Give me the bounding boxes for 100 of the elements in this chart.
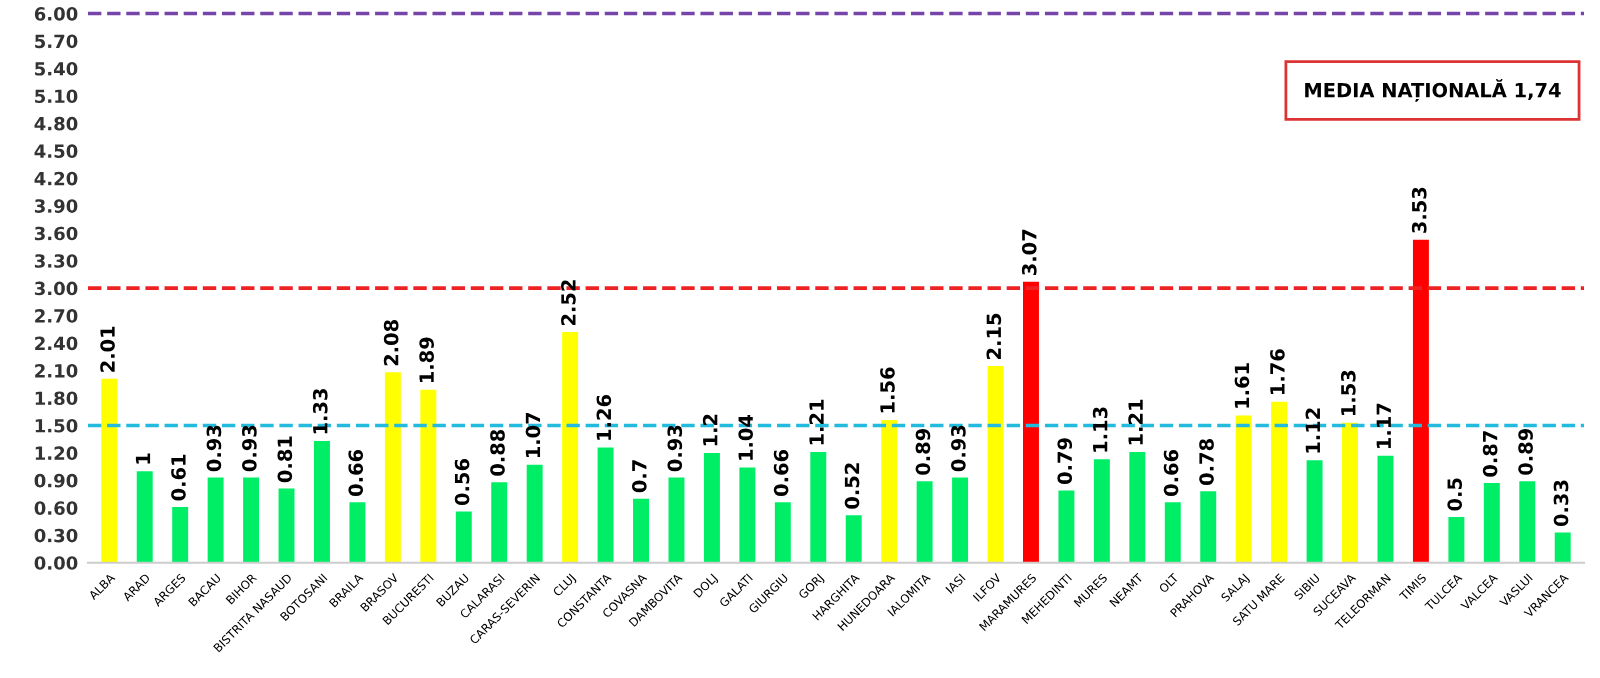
y-tick-label: 3.90 [34,199,78,213]
bar [1058,490,1075,563]
bar [916,481,933,563]
bar [1519,481,1536,563]
data-label: 1.13 [1092,407,1108,452]
bar [845,515,862,563]
annotation: MEDIA NAȚIONALĂ 1,74 [1305,79,1561,102]
data-label: 1.21 [809,399,824,445]
bar [881,419,898,563]
bar [774,502,791,563]
data-label: 0.93 [242,425,257,472]
bar [207,477,224,563]
y-tick-label: 5.10 [35,89,78,104]
y-tick-label: 5.70 [35,34,78,49]
bar [1093,459,1110,563]
bar [952,477,969,563]
bar [136,471,153,563]
y-tick-label: 6.00 [34,7,78,21]
data-label: 3.53 [1411,187,1427,233]
data-label: 2.08 [383,320,399,366]
bar [1271,401,1288,563]
data-label: 1.17 [1376,403,1391,448]
bar [703,452,720,563]
data-label: 1.56 [880,367,895,413]
bar [420,389,437,563]
data-label: 1.76 [1270,349,1285,394]
bar [633,498,649,563]
bar [172,506,189,563]
data-label: 0.79 [1057,438,1073,485]
bar [1448,516,1465,563]
y-tick-label: 1.50 [35,418,78,433]
data-label: 0.52 [844,463,860,509]
data-label: 0.33 [1553,480,1569,527]
bar [314,441,330,563]
data-label: 0.93 [951,425,966,472]
y-tick-label: 4.20 [34,171,78,186]
bar [1483,483,1500,563]
data-label: 0.89 [915,429,931,475]
bar [562,332,579,563]
bar [1164,502,1181,563]
bar [597,447,614,563]
y-tick-label: 3.60 [34,226,78,241]
bar [101,378,118,563]
bar [987,365,1004,563]
y-tick-label: 0.30 [34,528,78,543]
y-tick-label: 3.30 [34,254,78,268]
bar [384,372,401,563]
bar [1129,451,1146,563]
bar [1306,460,1323,563]
data-label: 1.2 [702,414,718,446]
y-tick-label: 2.40 [35,336,78,351]
y-tick-label: 1.80 [35,391,78,406]
bar [1342,422,1358,563]
data-label: 2.15 [986,313,1002,359]
data-label: 0.5 [1447,478,1463,511]
data-label: 0.89 [1518,429,1533,475]
y-tick-label: 1.20 [35,446,78,461]
data-label: 0.7 [631,460,647,493]
y-tick-label: 0.60 [34,501,78,515]
data-label: 1.07 [525,412,541,458]
bar [1412,239,1429,563]
data-label: 1.89 [419,337,434,383]
bar [810,451,827,563]
y-tick-label: 4.50 [34,144,78,158]
bar [1023,281,1039,563]
bar [1200,491,1217,563]
bar [668,477,685,563]
data-label: 0.61 [171,454,186,501]
data-label: 1 [135,453,151,464]
bar [349,502,366,563]
bar [1377,455,1394,563]
y-tick-label: 5.40 [35,61,78,76]
data-label: 0.93 [667,425,683,472]
data-label: 3.07 [1021,229,1037,275]
y-tick-label: 2.70 [35,309,78,323]
data-label: 0.56 [454,459,470,506]
bar [491,482,508,563]
y-tick-label: 3.00 [34,281,78,296]
bar [526,464,543,563]
bar [739,467,756,563]
data-label: 0.88 [490,429,505,476]
bar [1235,415,1252,563]
data-label: 1.26 [596,394,612,440]
data-label: 0.87 [1482,431,1498,477]
bar [278,488,295,563]
data-label: 1.04 [738,414,754,460]
bar [243,477,260,563]
data-label: 1.33 [312,389,328,434]
data-label: 1.21 [1128,399,1143,445]
y-tick-label: 4.80 [34,116,78,131]
y-tick-label: 2.10 [35,363,78,378]
data-label: 0.78 [1199,439,1214,485]
bar [1554,532,1571,563]
data-label: 0.66 [773,449,789,496]
y-tick-label: 0.90 [34,473,78,488]
data-label: 0.66 [1163,449,1179,496]
bar [455,511,472,563]
data-label: 0.81 [277,436,293,483]
data-label: 1.12 [1305,408,1320,453]
data-label: 1.61 [1234,363,1250,408]
